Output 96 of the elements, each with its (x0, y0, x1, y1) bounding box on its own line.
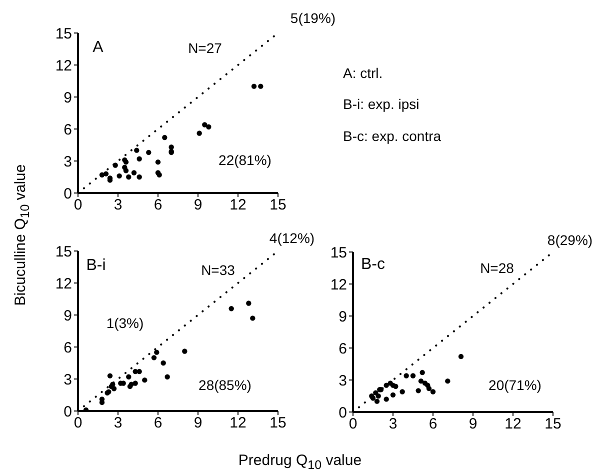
point (196, 130, 202, 136)
point (111, 386, 117, 392)
y-tick-label: 15 (55, 243, 72, 260)
point (384, 396, 389, 402)
y-tick-label: 0 (64, 185, 72, 202)
y-tick-label: 6 (338, 340, 347, 358)
x-tick-label: 9 (468, 416, 478, 433)
point (155, 159, 161, 165)
y-tick-label: 3 (64, 153, 72, 170)
text: A: ctrl. (343, 65, 383, 81)
point (246, 300, 252, 306)
y-tick-label: 15 (55, 25, 72, 42)
point (123, 168, 129, 174)
y-tick-label: 0 (64, 403, 72, 420)
x-tick-label: 12 (230, 196, 246, 214)
x-tick-label: 6 (154, 414, 162, 432)
point (164, 374, 170, 380)
point (390, 392, 396, 398)
annotation: N=28 (480, 260, 514, 276)
point (250, 316, 256, 321)
y-tick-label: 9 (64, 307, 72, 324)
point (168, 144, 174, 150)
point (182, 348, 188, 354)
point (445, 378, 450, 384)
y-tick-label: 12 (330, 276, 347, 294)
text: B-c: exp. contra (343, 128, 442, 144)
chart-title: B-i (86, 257, 106, 275)
point (162, 134, 168, 140)
point (400, 389, 405, 394)
point (228, 306, 234, 312)
y-tick-label: 12 (55, 275, 72, 292)
point (136, 368, 142, 374)
annotation: 20(71%) (488, 377, 542, 393)
y-tick-label: 3 (64, 371, 72, 388)
point (160, 360, 166, 366)
x-tick-label: 9 (194, 196, 202, 214)
point (258, 84, 264, 89)
x-tick-label: 15 (270, 414, 286, 432)
annotation: 1(3%) (106, 315, 144, 331)
point (154, 350, 160, 355)
point (151, 355, 157, 360)
x-tick-label: 9 (194, 414, 202, 432)
y-tick-label: 9 (338, 308, 347, 326)
y-tick-label: 6 (64, 121, 72, 138)
x-tick-label: 6 (428, 416, 438, 433)
text: 5(19%) (290, 10, 336, 26)
x-tick-label: 3 (114, 414, 122, 432)
point (420, 370, 425, 376)
point (202, 122, 208, 128)
point (418, 378, 424, 384)
x-tick-label: 6 (154, 196, 162, 214)
y-tick-label: 12 (55, 57, 72, 74)
point (126, 374, 132, 380)
text: B-i: exp. ipsi (343, 96, 420, 112)
point (384, 382, 389, 388)
point (146, 150, 152, 156)
x-tick-label: 15 (270, 196, 286, 214)
point (136, 174, 142, 180)
x-axis-title: Predrug Q$_{10}$ value (238, 452, 362, 472)
point (251, 84, 257, 89)
point (458, 354, 464, 360)
point (430, 389, 436, 394)
point (126, 174, 132, 180)
chart-title: A (92, 39, 104, 57)
point (103, 171, 109, 176)
point (107, 373, 113, 378)
point (374, 398, 380, 404)
y-tick-label: 9 (64, 89, 72, 106)
y-tick-label: 3 (338, 372, 347, 390)
point (404, 373, 409, 378)
text: 8(29%) (547, 232, 593, 248)
x-tick-label: 3 (388, 416, 398, 433)
point (410, 373, 416, 378)
y-tick-label: 15 (330, 244, 347, 262)
annotation: 22(81%) (218, 152, 272, 168)
point (136, 156, 142, 162)
point (131, 170, 137, 176)
point (132, 380, 138, 386)
point (134, 148, 140, 153)
annotation: 28(85%) (198, 377, 252, 393)
point (142, 377, 148, 383)
x-tick-label: 3 (114, 196, 122, 214)
point (116, 173, 122, 179)
point (376, 393, 381, 399)
point (206, 124, 212, 130)
point (426, 386, 432, 392)
annotation: N=27 (188, 40, 222, 56)
x-tick-label: 12 (230, 414, 246, 432)
chart-title: B-c (361, 256, 385, 274)
point (393, 384, 398, 389)
x-tick-label: 12 (504, 416, 522, 433)
annotation: N=33 (201, 262, 235, 278)
x-tick-label: 15 (544, 416, 562, 433)
y-tick-label: 6 (64, 339, 72, 356)
point (416, 388, 421, 394)
text: 4(12%) (269, 230, 315, 246)
